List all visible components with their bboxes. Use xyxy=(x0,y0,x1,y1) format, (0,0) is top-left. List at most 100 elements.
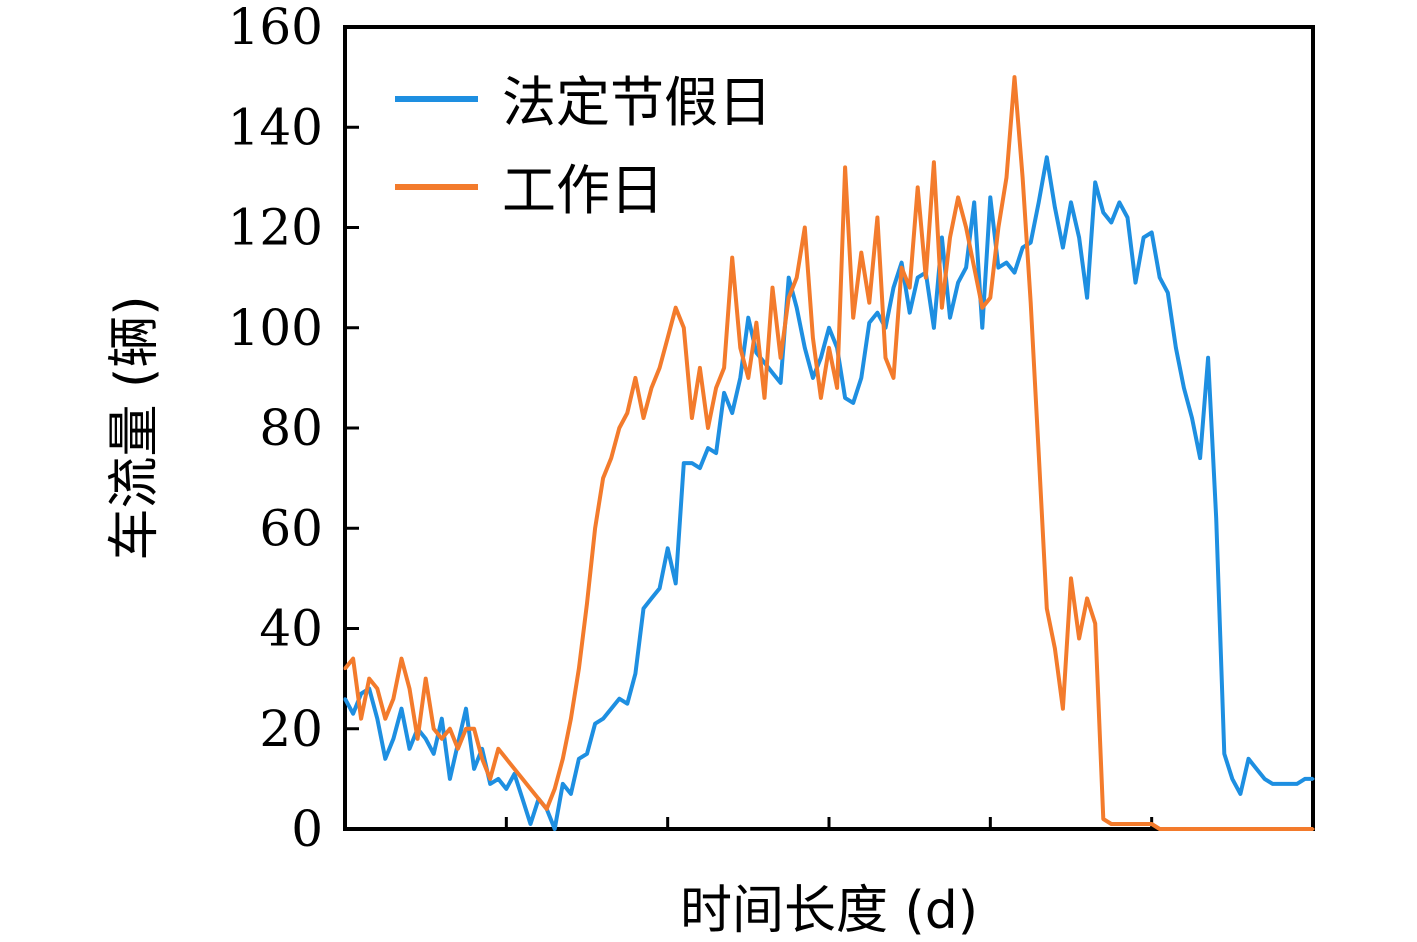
data-point xyxy=(585,601,589,605)
data-point xyxy=(383,717,387,721)
data-point xyxy=(617,697,621,701)
data-point xyxy=(1101,211,1105,214)
data-point xyxy=(1069,576,1073,580)
series-layer xyxy=(343,75,1315,831)
legend: 法定节假日 工作日 xyxy=(395,71,772,222)
data-point xyxy=(650,386,653,390)
data-point xyxy=(464,707,468,711)
data-point xyxy=(1061,707,1065,711)
data-point xyxy=(553,827,557,831)
data-point xyxy=(787,276,791,280)
data-point xyxy=(1311,827,1315,831)
data-point xyxy=(1222,827,1226,831)
data-point xyxy=(367,677,371,681)
data-point xyxy=(948,236,952,239)
y-tick-label: 160 xyxy=(228,0,323,56)
data-point xyxy=(1311,777,1315,781)
data-point xyxy=(1247,757,1250,761)
data-point xyxy=(666,336,670,340)
data-point xyxy=(706,426,710,430)
data-point xyxy=(674,306,678,310)
data-point xyxy=(892,286,895,290)
series-line xyxy=(343,155,1313,831)
data-point xyxy=(1005,261,1008,265)
data-point xyxy=(900,261,904,265)
data-point xyxy=(472,727,476,731)
data-point xyxy=(763,396,766,400)
data-point xyxy=(1134,822,1137,826)
data-point xyxy=(690,461,694,465)
data-point xyxy=(1303,777,1307,781)
data-point xyxy=(432,752,436,756)
data-point xyxy=(1182,827,1186,831)
data-point xyxy=(996,266,1000,270)
data-point xyxy=(391,737,395,741)
data-point xyxy=(569,792,573,796)
data-point xyxy=(754,321,758,325)
data-point xyxy=(722,366,726,370)
data-point xyxy=(383,757,387,761)
data-point xyxy=(666,546,670,550)
data-point xyxy=(1158,827,1162,831)
data-point xyxy=(456,747,460,751)
data-point xyxy=(851,401,855,405)
data-point xyxy=(658,366,662,370)
data-point xyxy=(940,236,944,239)
data-point xyxy=(1158,276,1162,280)
data-point xyxy=(964,266,968,270)
data-point xyxy=(1214,516,1218,520)
data-point xyxy=(609,707,613,711)
data-point xyxy=(924,276,928,280)
y-tick-label: 0 xyxy=(291,800,323,858)
data-point xyxy=(746,376,750,380)
data-point xyxy=(1109,822,1113,826)
data-point xyxy=(601,476,605,480)
y-tick-label: 100 xyxy=(228,299,323,357)
data-point xyxy=(964,226,968,229)
data-point xyxy=(948,316,952,320)
data-point xyxy=(875,216,879,219)
data-point xyxy=(650,596,653,600)
data-point xyxy=(1247,827,1250,831)
data-point xyxy=(1214,827,1218,831)
y-axis-ticks: 0 20 40 60 80 100 120 140 160 xyxy=(228,0,359,858)
data-point xyxy=(529,822,532,826)
y-tick-label: 20 xyxy=(259,700,323,758)
data-point xyxy=(722,391,726,395)
data-point xyxy=(577,757,581,761)
data-point xyxy=(851,316,855,320)
data-point xyxy=(706,446,710,450)
data-point xyxy=(440,737,444,741)
data-point xyxy=(682,326,686,330)
data-point xyxy=(900,266,904,270)
data-point xyxy=(827,346,831,350)
series-holiday xyxy=(343,155,1315,831)
data-point xyxy=(843,396,847,400)
data-point xyxy=(375,717,379,721)
data-point xyxy=(754,351,758,355)
data-point xyxy=(408,747,411,751)
y-tick-label: 80 xyxy=(259,399,323,457)
data-point xyxy=(545,807,549,811)
data-point xyxy=(609,456,613,460)
series-workday xyxy=(343,75,1315,831)
y-tick-label: 60 xyxy=(259,499,323,557)
data-point xyxy=(617,426,621,430)
data-point xyxy=(1230,827,1234,831)
data-point xyxy=(980,326,984,330)
data-point xyxy=(1045,607,1049,610)
data-point xyxy=(996,226,1000,229)
series-line xyxy=(343,75,1313,831)
data-point xyxy=(1077,637,1081,640)
data-point xyxy=(440,717,444,721)
data-point xyxy=(1037,200,1041,204)
data-point xyxy=(1117,200,1121,204)
data-point xyxy=(488,782,492,786)
data-point xyxy=(1150,231,1154,234)
data-point xyxy=(496,747,500,751)
data-point xyxy=(351,712,355,716)
data-point xyxy=(1166,291,1170,295)
data-point xyxy=(1045,155,1049,159)
data-point xyxy=(375,687,379,691)
data-point xyxy=(625,702,629,706)
